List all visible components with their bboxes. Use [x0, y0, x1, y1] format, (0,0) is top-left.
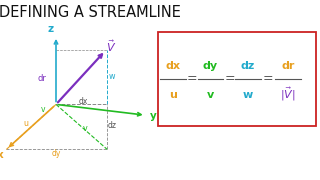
Text: DEFINING A STREAMLINE: DEFINING A STREAMLINE	[0, 5, 180, 20]
Text: dr: dr	[281, 61, 295, 71]
Text: dx: dx	[78, 97, 88, 106]
Text: z: z	[47, 24, 53, 34]
Text: dy: dy	[203, 61, 218, 71]
Text: =: =	[263, 72, 274, 85]
FancyBboxPatch shape	[158, 32, 316, 126]
Text: =: =	[187, 72, 198, 85]
Text: y: y	[150, 111, 157, 121]
Text: $\vec{V}$: $\vec{V}$	[106, 38, 116, 54]
Text: dy: dy	[51, 149, 61, 158]
Text: w: w	[243, 89, 253, 100]
Text: v: v	[207, 89, 214, 100]
Text: x: x	[0, 150, 4, 160]
Text: $|\vec{V}|$: $|\vec{V}|$	[280, 86, 296, 103]
Text: =: =	[224, 72, 235, 85]
Text: v: v	[83, 124, 87, 133]
Text: dz: dz	[108, 122, 116, 130]
Text: v: v	[41, 105, 45, 114]
Text: dx: dx	[165, 61, 180, 71]
Text: w: w	[109, 72, 115, 81]
Text: dr: dr	[37, 74, 46, 83]
Text: u: u	[169, 89, 177, 100]
Text: u: u	[23, 119, 28, 128]
Text: dz: dz	[241, 61, 255, 71]
